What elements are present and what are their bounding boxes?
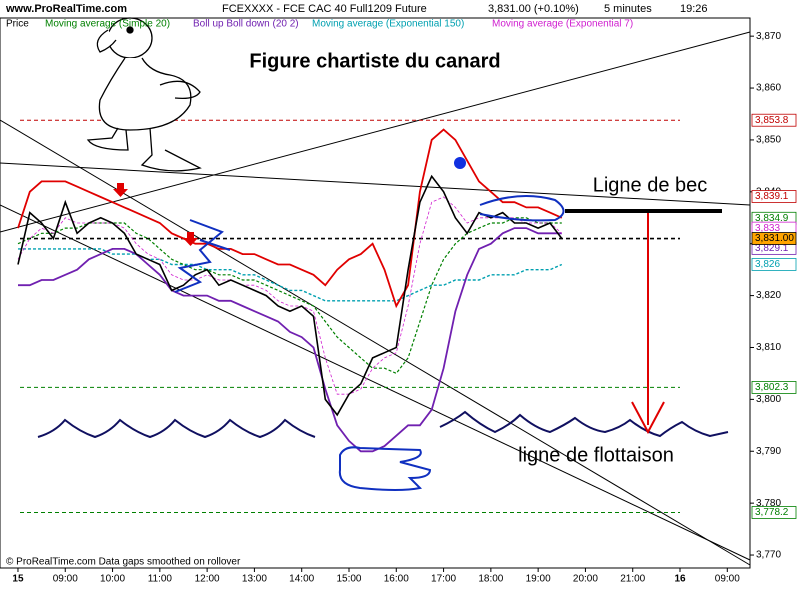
price-label-box (751, 381, 797, 394)
time: 19:26 (680, 3, 708, 15)
x-tick-label: 15:00 (336, 574, 361, 585)
site: www.ProRealTime.com (5, 3, 127, 15)
y-tick-label: 3,800 (756, 394, 781, 405)
header: www.ProRealTime.com FCEXXXX - FCE CAC 40… (5, 3, 708, 15)
trend-line (0, 162, 751, 206)
price-label-box (751, 506, 797, 519)
price-label: 3,839.1 (755, 191, 789, 202)
price-label: 3,853.8 (755, 115, 789, 126)
chart-title: Figure chartiste du canard (249, 50, 500, 72)
trend-line (0, 204, 751, 561)
trend-line (0, 31, 751, 233)
trend-line (0, 119, 751, 566)
y-tick-label: 3,870 (756, 31, 781, 42)
water-waves (37, 410, 729, 439)
price-label: 3,826 (755, 259, 780, 270)
x-tick-label: 13:00 (242, 574, 267, 585)
legend-entry: Moving average (Simple 20) (45, 19, 170, 30)
duck-beak (96, 29, 117, 53)
x-tick-label: 19:00 (526, 574, 551, 585)
x-tick-label: 18:00 (478, 574, 503, 585)
x-tick-label: 16:00 (384, 574, 409, 585)
annotation: Ligne de bec (593, 174, 708, 196)
x-tick-label: 09:00 (715, 574, 740, 585)
y-tick-label: 3,770 (756, 550, 781, 561)
interval: 5 minutes (604, 3, 652, 15)
duck-feet (86, 127, 202, 172)
plot (17, 119, 680, 513)
y-tick-label: 3,860 (756, 83, 781, 94)
series-line (17, 196, 563, 395)
signal-arrows (113, 183, 198, 246)
price-label: 3,831.00 (755, 233, 794, 244)
y-tick-label: 3,820 (756, 290, 781, 301)
duck-eye-dot (454, 157, 466, 169)
price-label-box (751, 232, 797, 245)
trend-lines (0, 31, 751, 566)
y-tick-label: 3,850 (756, 135, 781, 146)
price-label: 3,829.1 (755, 243, 789, 254)
annotation: ligne de flottaison (518, 444, 674, 466)
series-line (17, 174, 563, 417)
footer: © ProRealTime.com Data gaps smoothed on … (6, 557, 241, 568)
instrument: FCEXXXX - FCE CAC 40 Full1209 Future (222, 3, 427, 15)
price-label: 3,834.9 (755, 213, 789, 224)
price-label: 3,802.3 (755, 382, 789, 393)
x-tick-label: 14:00 (289, 574, 314, 585)
duck-eye (126, 26, 134, 34)
x-tick-label: 10:00 (100, 574, 125, 585)
quote: 3,831.00 (+0.10%) (488, 3, 579, 15)
x-tick-label: 12:00 (195, 574, 220, 585)
price-label-box (751, 258, 797, 271)
x-tick-label: 15 (12, 574, 24, 585)
y-tick-label: 3,780 (756, 498, 781, 509)
y-tick-label: 3,810 (756, 342, 781, 353)
duck-wing (159, 80, 201, 100)
price-label-box (751, 190, 797, 203)
legend-entry: Moving average (Exponential 150) (312, 19, 464, 30)
price-label-box (751, 113, 797, 127)
series-line (18, 248, 563, 302)
duck (86, 17, 202, 172)
eye-scribble (479, 195, 565, 222)
price-label: 3,833 (755, 223, 780, 234)
series-line-lower (18, 227, 562, 453)
scribble (174, 219, 231, 293)
legend-entry: Boll up Boll down (20 2) (193, 19, 299, 30)
arrow-head (631, 401, 665, 435)
legend-entry: Price (6, 19, 29, 30)
x-tick-label: 09:00 (53, 574, 78, 585)
legend-entry: Moving average (Exponential 7) (492, 19, 633, 30)
price-label: 3,778.2 (755, 507, 789, 518)
x-tick-label: 21:00 (620, 574, 645, 585)
x-tick-label: 20:00 (573, 574, 598, 585)
plot-frame (0, 17, 751, 569)
x-tick-label: 17:00 (431, 574, 456, 585)
hand-scribble (338, 446, 432, 491)
x-tick-label: 11:00 (148, 574, 173, 585)
series-line (17, 128, 563, 309)
duck-body (98, 57, 192, 131)
series-line (17, 217, 562, 375)
y-tick-label: 3,790 (756, 446, 781, 457)
x-tick-label: 16 (674, 574, 686, 585)
